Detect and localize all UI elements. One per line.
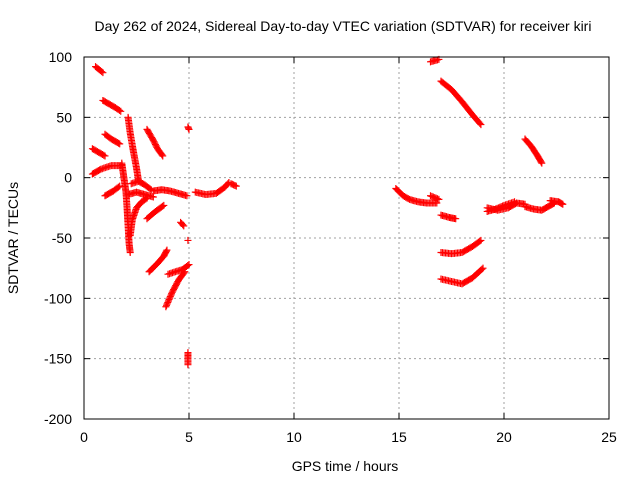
data-point <box>231 182 239 190</box>
data-point <box>115 106 123 114</box>
y-axis-label: SDTVAR / TECUs <box>5 182 21 294</box>
data-point <box>181 268 189 276</box>
data-point <box>163 246 171 254</box>
data-point <box>434 195 441 203</box>
data-points <box>88 55 567 369</box>
y-tick-label: 50 <box>56 109 72 125</box>
chart-title: Day 262 of 2024, Sidereal Day-to-day VTE… <box>95 18 592 34</box>
y-tick-label: -150 <box>44 351 72 367</box>
data-track <box>162 268 189 311</box>
data-point <box>159 152 167 160</box>
data-point <box>477 236 485 244</box>
data-track <box>392 185 441 207</box>
data-point <box>114 183 122 191</box>
data-point <box>179 221 187 229</box>
x-axis-label: GPS time / hours <box>292 458 399 474</box>
data-point <box>180 269 188 277</box>
data-point <box>160 201 168 209</box>
data-track <box>149 186 191 200</box>
data-point <box>185 125 193 133</box>
axes: 0 5 10 15 20 25 -200 -150 -100 -50 0 50 100 <box>44 49 617 445</box>
x-tick-label: 15 <box>391 429 407 445</box>
x-tick-label: 20 <box>496 429 512 445</box>
y-tick-label: -200 <box>44 411 72 427</box>
data-point <box>452 215 460 223</box>
data-point <box>101 152 109 160</box>
y-tick-label: -100 <box>44 290 72 306</box>
data-track <box>145 246 171 276</box>
data-track <box>124 188 157 201</box>
data-point <box>116 140 124 148</box>
data-point <box>98 68 106 76</box>
data-track <box>227 180 240 190</box>
x-tick-label: 25 <box>601 429 617 445</box>
data-point <box>180 222 188 230</box>
x-tick-label: 0 <box>80 429 88 445</box>
data-track <box>437 264 487 288</box>
y-tick-label: 100 <box>49 49 73 65</box>
data-point <box>476 237 484 245</box>
data-track <box>143 201 168 223</box>
data-point <box>117 107 125 115</box>
data-track <box>437 77 485 129</box>
data-point <box>183 192 191 200</box>
data-point <box>559 200 567 208</box>
data-point <box>433 199 441 207</box>
data-track <box>126 194 151 240</box>
data-point <box>184 262 192 270</box>
data-point <box>511 198 518 206</box>
data-track <box>427 192 443 203</box>
data-track <box>101 182 124 200</box>
data-point <box>159 202 167 210</box>
data-point <box>476 119 484 127</box>
data-point <box>185 261 193 269</box>
data-track <box>521 135 546 167</box>
x-tick-label: 5 <box>185 429 193 445</box>
data-point <box>184 236 192 244</box>
data-point <box>115 139 122 147</box>
data-track <box>101 130 124 148</box>
data-track <box>184 349 192 369</box>
data-point <box>184 361 192 369</box>
data-point <box>149 193 157 201</box>
data-point <box>435 195 443 203</box>
data-track <box>124 113 143 185</box>
data-track <box>99 96 125 115</box>
data-point <box>537 158 545 166</box>
data-point <box>479 264 487 272</box>
data-point <box>232 182 240 190</box>
data-point <box>100 151 108 159</box>
data-track <box>177 218 188 230</box>
data-track <box>88 145 109 160</box>
data-point <box>162 247 170 255</box>
data-track <box>483 198 518 215</box>
data-track <box>184 123 193 133</box>
data-point <box>142 195 150 203</box>
x-tick-label: 10 <box>286 429 302 445</box>
data-point <box>558 200 566 208</box>
data-track <box>437 236 485 258</box>
data-point <box>158 151 166 159</box>
y-tick-label: 0 <box>64 170 72 186</box>
data-point <box>126 248 134 256</box>
y-tick-label: -50 <box>52 230 72 246</box>
data-point <box>99 69 107 77</box>
data-point <box>477 121 485 129</box>
data-track <box>437 211 460 223</box>
data-point <box>538 159 546 167</box>
data-track <box>427 55 443 66</box>
data-track <box>143 125 167 160</box>
data-point <box>478 265 486 273</box>
data-track <box>92 63 107 77</box>
data-track <box>184 236 192 244</box>
data-track <box>546 197 567 208</box>
